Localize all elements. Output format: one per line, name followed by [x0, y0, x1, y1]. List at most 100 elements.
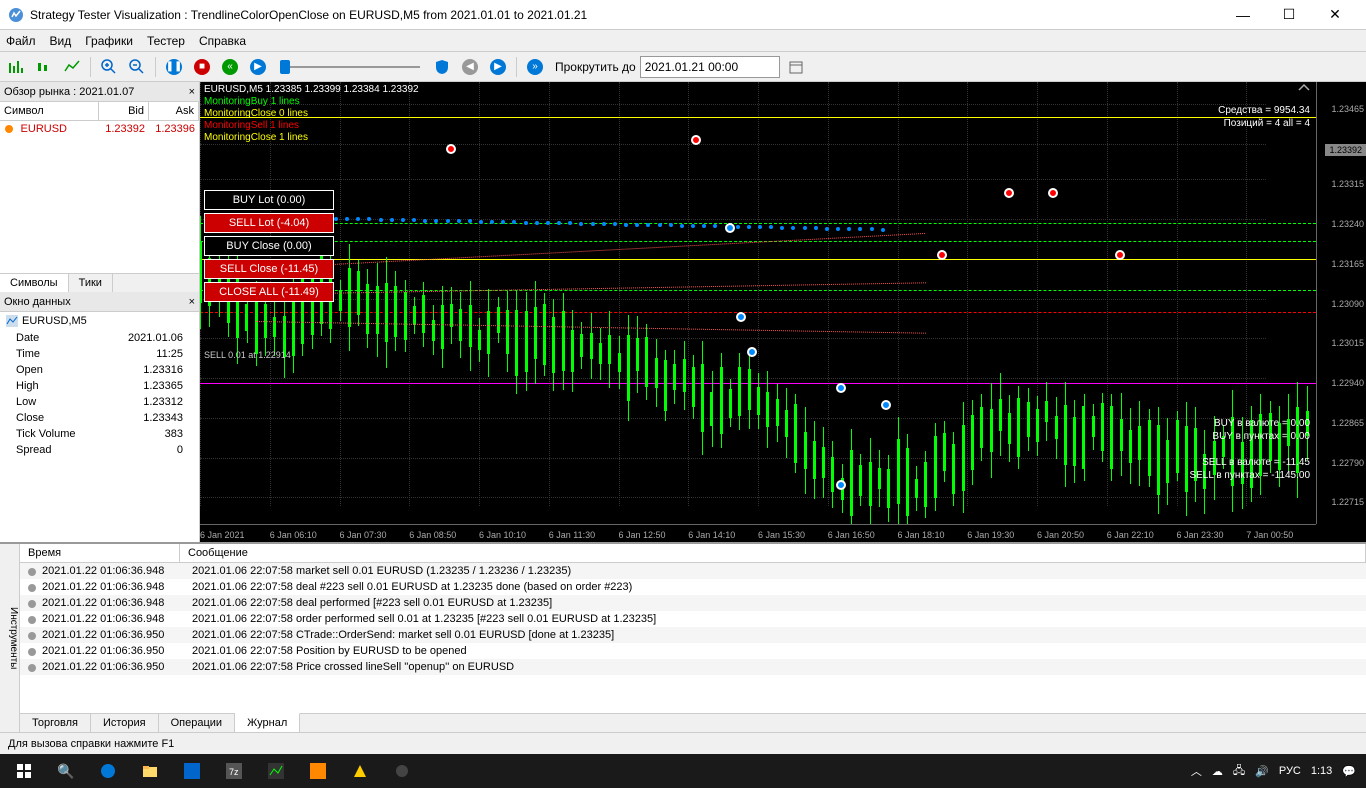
data-window-close-icon[interactable]: × — [189, 296, 195, 308]
chart-area[interactable]: EURUSD,M5 1.23385 1.23399 1.23384 1.2339… — [200, 82, 1366, 542]
symbol-icon — [4, 124, 14, 134]
trade-badge[interactable]: SELL Lot (-4.04) — [204, 213, 334, 233]
menu-charts[interactable]: Графики — [85, 34, 133, 48]
tray-cloud-icon[interactable]: ☁ — [1212, 765, 1223, 778]
mw-row[interactable]: EURUSD 1.23392 1.23396 — [0, 121, 199, 137]
scroll-to-icon[interactable]: » — [523, 55, 547, 79]
journal-row[interactable]: 2021.01.22 01:06:36.9482021.01.06 22:07:… — [20, 595, 1366, 611]
left-panel: Обзор рынка : 2021.01.07 × Символ Bid As… — [0, 82, 200, 542]
market-watch-panel: Обзор рынка : 2021.01.07 × Символ Bid As… — [0, 82, 199, 292]
app4-icon[interactable] — [298, 756, 338, 786]
journal-tab[interactable]: Журнал — [235, 713, 300, 732]
market-watch-title: Обзор рынка : 2021.01.07 — [4, 86, 134, 98]
calendar-icon[interactable] — [784, 55, 808, 79]
price-axis[interactable]: 1.234651.233921.233151.232401.231651.230… — [1316, 82, 1366, 524]
tray-notifications-icon[interactable]: 💬 — [1342, 765, 1356, 778]
app2-icon[interactable]: 7z — [214, 756, 254, 786]
mw-symbol: EURUSD — [17, 123, 67, 135]
journal-col-msg[interactable]: Сообщение — [180, 544, 1366, 562]
chart-expand-icon[interactable] — [1298, 84, 1310, 99]
dw-symbol-name: EURUSD,M5 — [22, 315, 87, 327]
journal-row[interactable]: 2021.01.22 01:06:36.9502021.01.06 22:07:… — [20, 659, 1366, 675]
status-text: Для вызова справки нажмите F1 — [8, 738, 174, 750]
mw-tab-ticks[interactable]: Тики — [69, 274, 113, 292]
dw-row: Low1.23312 — [0, 394, 199, 410]
data-window-panel: Окно данных × EURUSD,M5 Date2021.01.06Ti… — [0, 292, 199, 542]
tray-chevron-icon[interactable]: ︿ — [1191, 763, 1202, 779]
journal-tab[interactable]: Торговля — [20, 714, 91, 732]
search-icon[interactable]: 🔍 — [46, 756, 86, 786]
mw-col-ask[interactable]: Ask — [149, 102, 199, 120]
dw-row: Tick Volume383 — [0, 426, 199, 442]
chart-info-overlay: EURUSD,M5 1.23385 1.23399 1.23384 1.2339… — [204, 84, 419, 144]
chart-header-text: EURUSD,M5 1.23385 1.23399 1.23384 1.2339… — [204, 84, 419, 96]
minimize-button[interactable]: — — [1220, 0, 1266, 30]
market-watch-close-icon[interactable]: × — [189, 86, 195, 98]
app1-icon[interactable] — [172, 756, 212, 786]
journal-col-time[interactable]: Время — [20, 544, 180, 562]
journal-row[interactable]: 2021.01.22 01:06:36.9482021.01.06 22:07:… — [20, 579, 1366, 595]
svg-text:7z: 7z — [229, 767, 239, 777]
statusbar: Для вызова справки нажмите F1 — [0, 732, 1366, 754]
play-icon[interactable]: ▶ — [246, 55, 270, 79]
dw-row: Spread0 — [0, 442, 199, 458]
dw-row: High1.23365 — [0, 378, 199, 394]
maximize-button[interactable]: ☐ — [1266, 0, 1312, 30]
zoom-out-icon[interactable] — [125, 55, 149, 79]
menu-view[interactable]: Вид — [50, 34, 72, 48]
journal-side-label[interactable]: Инструменты — [0, 544, 20, 732]
mw-bid: 1.23392 — [95, 123, 145, 135]
dw-row: Open1.23316 — [0, 362, 199, 378]
time-axis[interactable]: 6 Jan 20216 Jan 06:106 Jan 07:306 Jan 08… — [200, 524, 1316, 542]
mw-col-bid[interactable]: Bid — [99, 102, 149, 120]
journal-row[interactable]: 2021.01.22 01:06:36.9502021.01.06 22:07:… — [20, 643, 1366, 659]
tray-lang[interactable]: РУС — [1279, 765, 1301, 777]
skip-back-icon[interactable]: ◀ — [458, 55, 482, 79]
journal-tab[interactable]: История — [91, 714, 159, 732]
chart-account-info: Средства = 9954.34Позиций = 4 all = 4 — [1218, 104, 1310, 130]
chart-line-icon[interactable] — [60, 55, 84, 79]
menu-file[interactable]: Файл — [6, 34, 36, 48]
chart-pnl-info: BUY в валюте = 0.00BUY в пунктах = 0.00 … — [1189, 417, 1310, 482]
menu-tester[interactable]: Тестер — [147, 34, 185, 48]
menubar: Файл Вид Графики Тестер Справка — [0, 30, 1366, 52]
system-tray[interactable]: ︿ ☁ 🖧 🔊 РУС 1:13 💬 — [1191, 762, 1362, 781]
journal-row[interactable]: 2021.01.22 01:06:36.9482021.01.06 22:07:… — [20, 563, 1366, 579]
dw-row: Close1.23343 — [0, 410, 199, 426]
journal-row[interactable]: 2021.01.22 01:06:36.9482021.01.06 22:07:… — [20, 611, 1366, 627]
journal-row[interactable]: 2021.01.22 01:06:36.9502021.01.06 22:07:… — [20, 627, 1366, 643]
dw-row: Time11:25 — [0, 346, 199, 362]
trade-badge[interactable]: SELL Close (-11.45) — [204, 259, 334, 279]
tray-network-icon[interactable]: 🖧 — [1233, 762, 1245, 781]
app5-icon[interactable] — [340, 756, 380, 786]
tray-volume-icon[interactable]: 🔊 — [1255, 765, 1269, 778]
zoom-in-icon[interactable] — [97, 55, 121, 79]
app3-icon[interactable] — [256, 756, 296, 786]
close-button[interactable]: ✕ — [1312, 0, 1358, 30]
speed-slider[interactable] — [280, 58, 420, 76]
chart-bars-icon[interactable] — [4, 55, 28, 79]
pause-icon[interactable]: ❚❚ — [162, 55, 186, 79]
shield-icon[interactable] — [430, 55, 454, 79]
chart-mini-icon — [6, 315, 18, 327]
trade-badge[interactable]: BUY Close (0.00) — [204, 236, 334, 256]
scroll-date-input[interactable] — [640, 56, 780, 78]
chart-candles-icon[interactable] — [32, 55, 56, 79]
edge-icon[interactable] — [88, 756, 128, 786]
journal-tab[interactable]: Операции — [159, 714, 235, 732]
tray-time[interactable]: 1:13 — [1311, 765, 1332, 777]
rewind-icon[interactable]: « — [218, 55, 242, 79]
taskbar: 🔍 7z ︿ ☁ 🖧 🔊 РУС 1:13 💬 — [0, 754, 1366, 788]
skip-fwd-icon[interactable]: ▶ — [486, 55, 510, 79]
trade-badge[interactable]: BUY Lot (0.00) — [204, 190, 334, 210]
menu-help[interactable]: Справка — [199, 34, 246, 48]
stop-icon[interactable]: ■ — [190, 55, 214, 79]
start-button[interactable] — [4, 756, 44, 786]
explorer-icon[interactable] — [130, 756, 170, 786]
mw-tab-symbols[interactable]: Символы — [0, 274, 69, 292]
app-icon — [8, 7, 24, 23]
mw-ask: 1.23396 — [145, 123, 195, 135]
trade-badge[interactable]: CLOSE ALL (-11.49) — [204, 282, 334, 302]
app6-icon[interactable] — [382, 756, 422, 786]
mw-col-symbol[interactable]: Символ — [0, 102, 99, 120]
